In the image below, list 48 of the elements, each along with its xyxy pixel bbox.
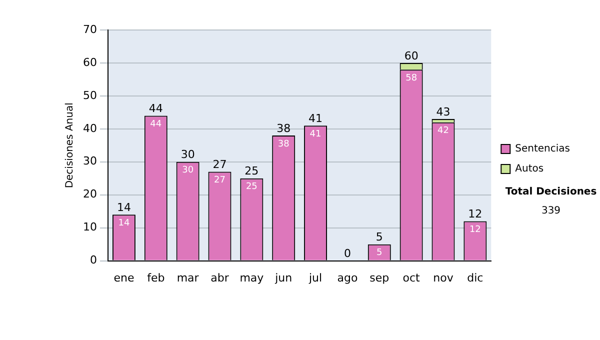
x-tick-label: dic (467, 271, 484, 284)
total-label: 30 (180, 148, 195, 162)
y-tick-label: 50 (82, 88, 97, 102)
total-label: 44 (148, 102, 163, 116)
y-tick-label: 10 (82, 220, 97, 234)
x-tick-label: oct (402, 271, 421, 284)
data-label: 30 (182, 166, 194, 176)
x-tick-label: jun (274, 271, 292, 284)
x-tick-label: jul (308, 271, 322, 284)
total-label: 43 (436, 105, 450, 118)
total-label: 0 (344, 247, 351, 260)
data-label: 27 (214, 176, 226, 186)
x-tick-label: may (240, 271, 264, 284)
data-label: 12 (469, 225, 481, 236)
x-tick-label: sep (370, 271, 390, 284)
y-tick-label: 40 (82, 122, 97, 135)
legend-label: Autos (515, 164, 544, 175)
x-tick-label: feb (147, 271, 165, 284)
total-label: 25 (244, 164, 259, 178)
total-label: 41 (308, 112, 323, 125)
total-label: 14 (116, 201, 131, 214)
data-label: 44 (150, 120, 162, 130)
total-label: 38 (276, 122, 291, 135)
x-tick-label: ago (337, 271, 358, 284)
y-tick-label: 30 (82, 154, 97, 168)
total-label: 5 (376, 230, 383, 244)
x-tick-label: ene (114, 271, 134, 284)
y-tick-label: 60 (82, 56, 97, 69)
data-label: 58 (406, 73, 418, 84)
total-label: 12 (468, 208, 482, 221)
y-axis-title: Decisiones Anual (64, 102, 76, 188)
y-tick-label: 0 (90, 254, 97, 267)
data-label: 5 (376, 248, 382, 258)
x-tick-label: nov (433, 271, 454, 284)
text: 339 (541, 206, 561, 217)
data-label: 42 (438, 126, 449, 136)
total-label: 27 (212, 158, 227, 172)
data-label: 38 (278, 139, 290, 150)
x-tick-label: mar (176, 271, 200, 284)
data-label: 25 (246, 182, 258, 192)
x-tick-label: abr (210, 271, 230, 284)
text: Total Decisiones (505, 186, 597, 198)
legend-label: Sentencias (515, 144, 570, 155)
total-label: 60 (404, 49, 418, 62)
data-label: 14 (118, 218, 130, 228)
y-tick-label: 70 (82, 22, 97, 36)
data-label: 41 (310, 129, 322, 140)
y-tick-label: 20 (82, 188, 97, 201)
